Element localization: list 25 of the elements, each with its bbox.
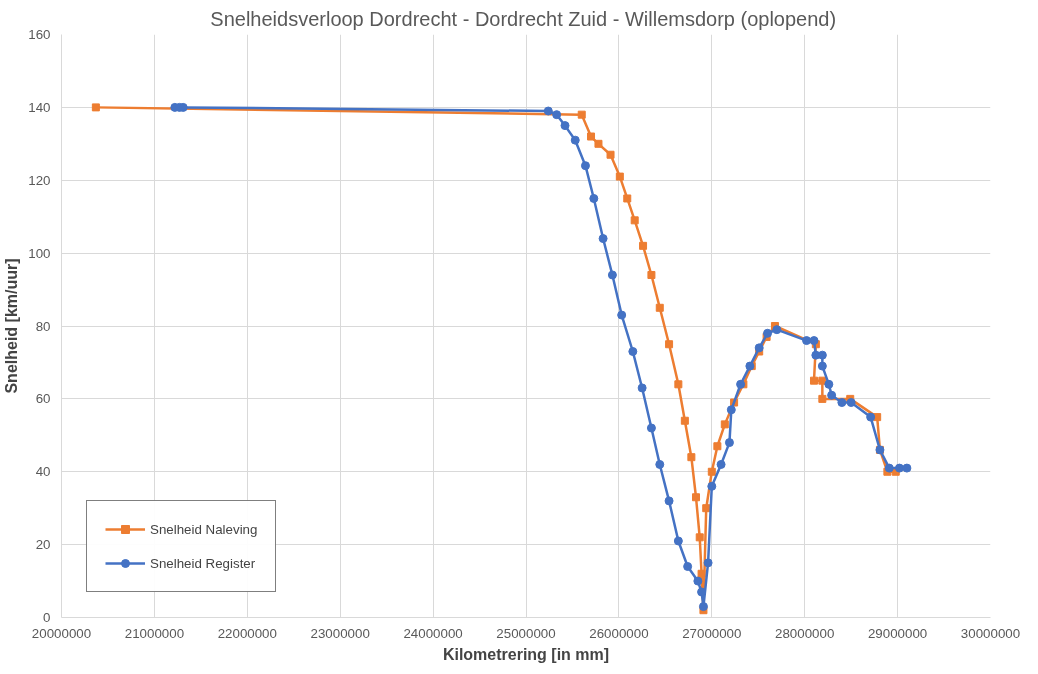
x-tick-label: 30000000: [960, 625, 1021, 641]
x-tick-label: 24000000: [403, 625, 463, 641]
x-tick-label: 20000000: [31, 625, 92, 641]
x-tick-label: 28000000: [775, 625, 835, 641]
x-axis-title: Kilometrering [in mm]: [442, 645, 610, 663]
x-tick-label: 29000000: [867, 625, 928, 641]
x-tick-label: 23000000: [310, 625, 370, 641]
y-tick-label: 0: [43, 610, 51, 625]
y-tick-label: 60: [35, 391, 51, 407]
y-tick-label: 160: [28, 27, 51, 42]
chart-title: Snelheidsverloop Dordrecht - Dordrecht Zuid - Willemsdorp (oplopend): [210, 7, 837, 30]
x-tick-label: 27000000: [682, 625, 742, 641]
y-axis-title: Snelheid [km/uur]: [3, 258, 21, 394]
y-tick-label: 40: [35, 464, 51, 480]
x-tick-label: 22000000: [217, 625, 277, 641]
legend-label: Snelheid Naleving: [150, 521, 258, 537]
x-tick-label: 25000000: [496, 625, 556, 641]
y-tick-label: 80: [35, 318, 51, 334]
x-tick-label: 21000000: [124, 625, 185, 641]
y-tick-label: 120: [28, 172, 51, 188]
y-tick-label: 140: [28, 99, 51, 115]
x-tick-label: 26000000: [589, 625, 649, 641]
y-tick-label: 100: [28, 245, 51, 261]
legend-label: Snelheid Register: [150, 555, 256, 571]
y-tick-label: 20: [35, 537, 51, 553]
